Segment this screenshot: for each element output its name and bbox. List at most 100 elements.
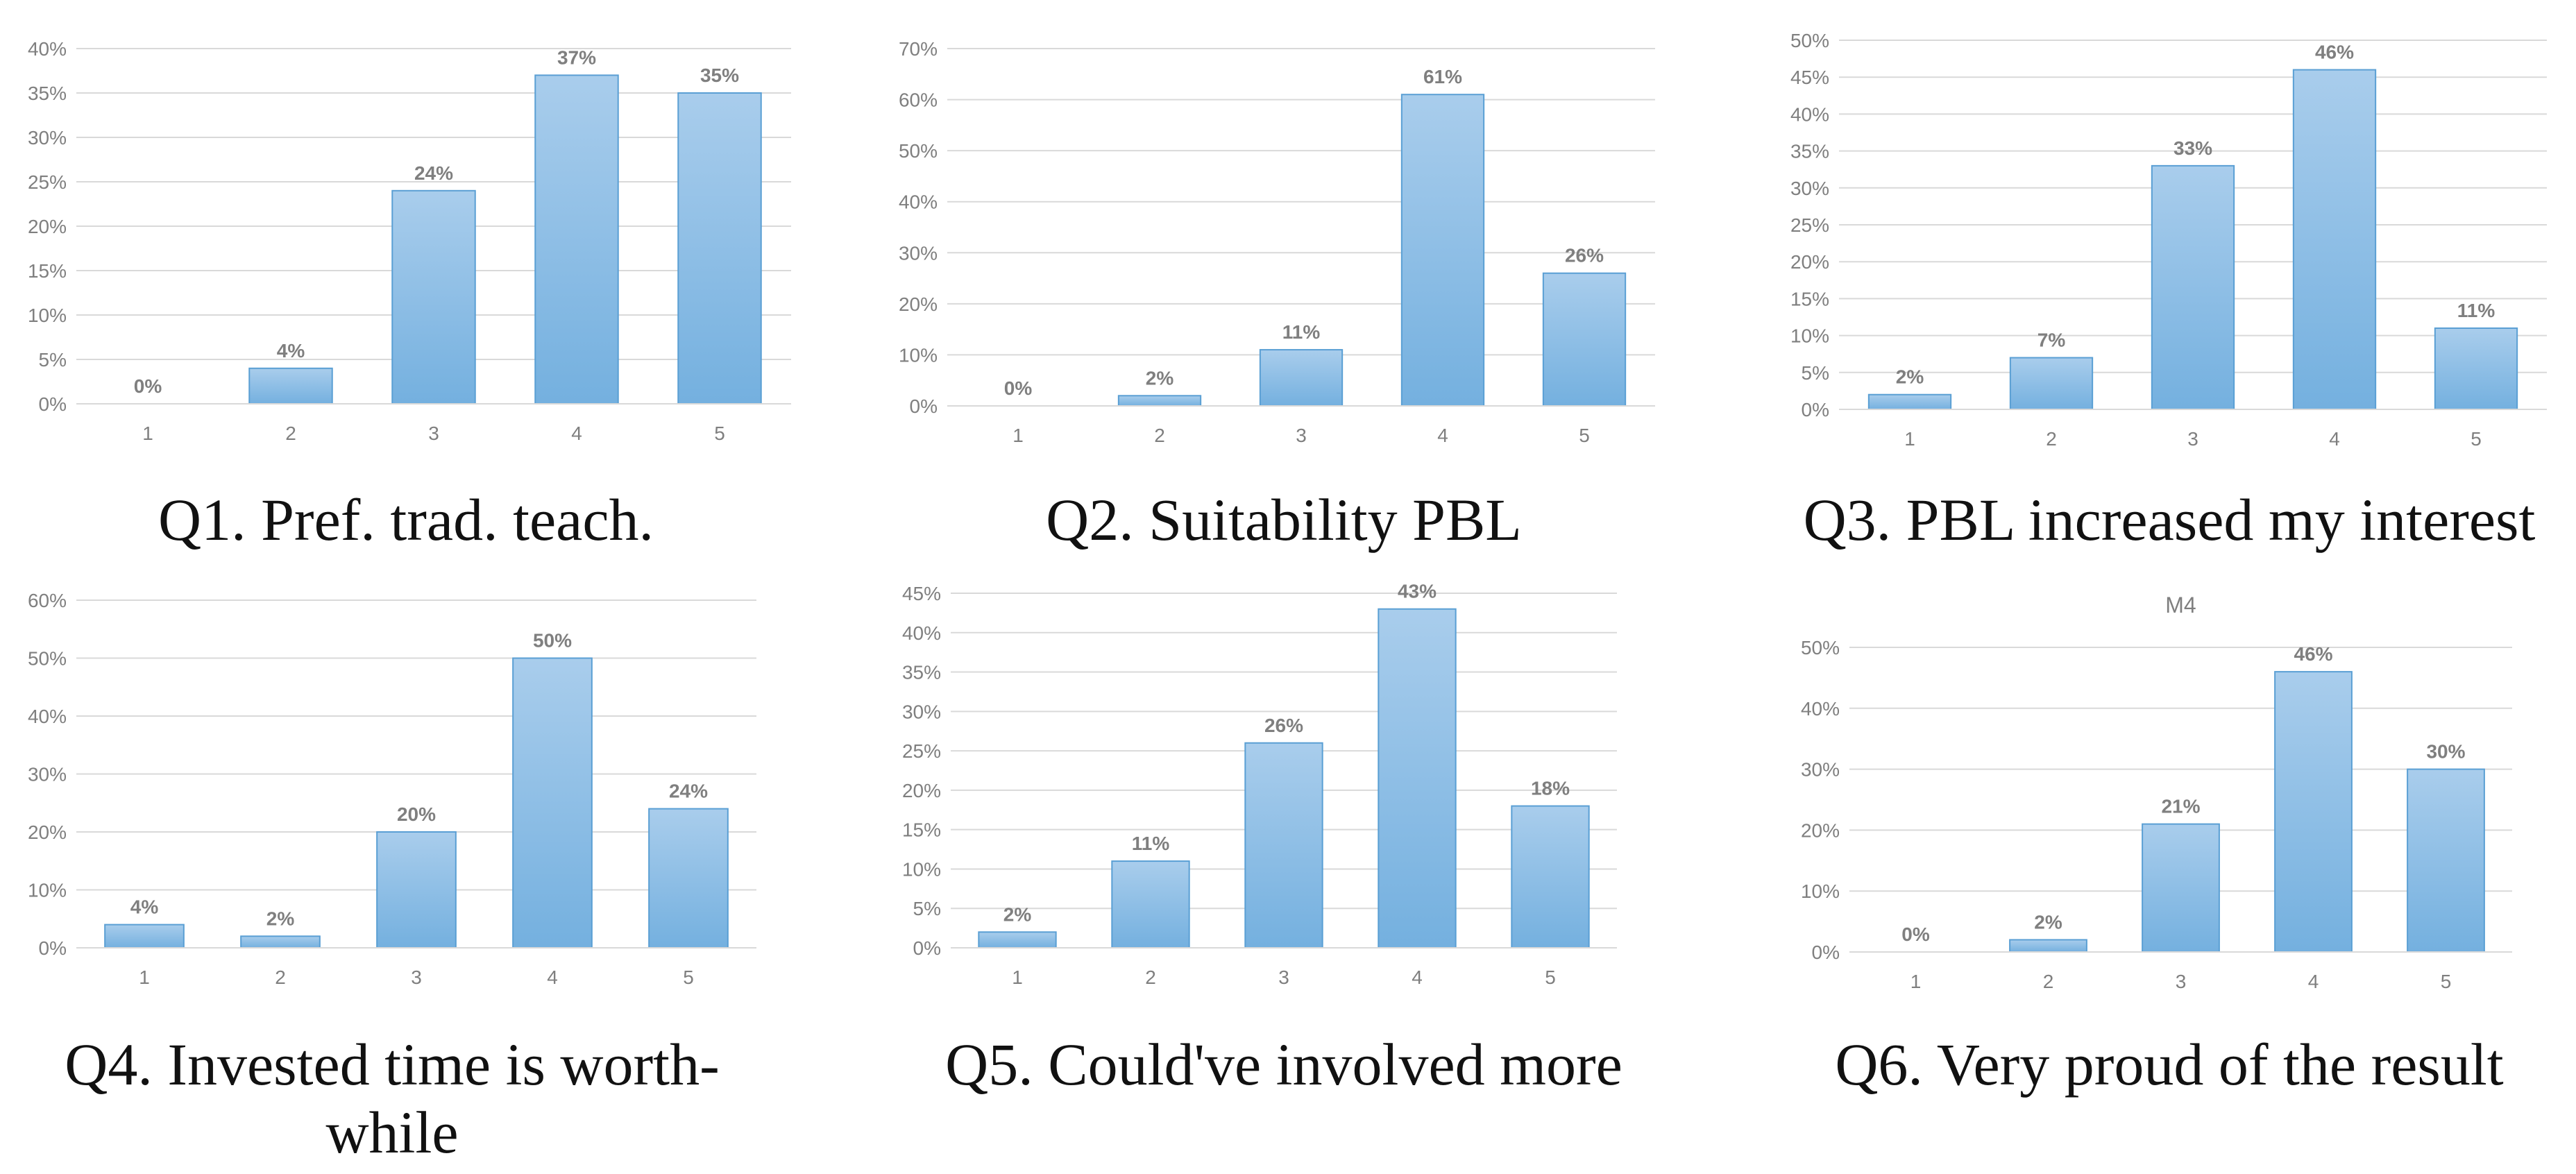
bar-4 [2292,69,2377,410]
x-tick-label: 2 [1145,967,1156,988]
y-tick-label: 50% [899,140,938,162]
x-tick-label: 4 [571,423,582,444]
data-label-1: 0% [134,375,162,397]
y-tick-label: 5% [913,898,941,919]
x-tick-label: 2 [2046,428,2057,450]
bar-3 [1259,349,1344,407]
x-tick-label: 4 [1437,425,1448,446]
x-tick-label: 3 [1278,967,1289,988]
x-tick-label: 1 [1012,425,1024,446]
data-label-5: 35% [700,65,739,86]
data-label-5: 30% [2426,741,2465,763]
x-tick-label: 5 [1545,967,1556,988]
data-label-5: 26% [1565,245,1604,266]
x-tick-label: 5 [683,967,694,988]
y-tick-label: 50% [28,648,67,670]
bar-3 [1244,742,1323,948]
x-tick-label: 2 [285,423,296,444]
bar-1 [978,931,1057,948]
y-tick-label: 60% [899,90,938,111]
bar-1 [1867,393,1952,410]
y-tick-label: 30% [1801,759,1840,781]
y-tick-label: 5% [1802,362,1829,384]
x-tick-label: 2 [275,967,286,988]
data-label-3: 26% [1264,715,1303,736]
y-tick-label: 60% [28,590,67,611]
y-tick-label: 40% [1801,698,1840,720]
y-tick-label: 45% [902,583,941,604]
chart-q5-caption: Q5. Could've involved more [945,1031,1622,1098]
x-tick-label: 3 [428,423,439,444]
y-tick-label: 40% [899,192,938,213]
y-tick-label: 10% [902,858,941,880]
chart-q6-caption: Q6. Very proud of the result [1835,1031,2504,1098]
data-label-2: 11% [1132,833,1170,854]
x-tick-label: 5 [2471,428,2482,450]
x-tick-label: 3 [2187,428,2198,450]
x-tick-label: 3 [1296,425,1307,446]
bar-2 [240,935,321,948]
y-tick-label: 20% [28,216,67,237]
bar-5 [2407,768,2485,953]
y-tick-label: 25% [1790,214,1829,236]
bar-3 [391,189,476,405]
x-tick-label: 5 [2441,971,2452,992]
x-tick-label: 5 [714,423,725,444]
bar-5 [1511,805,1590,948]
x-tick-label: 3 [2176,971,2187,992]
bar-5 [677,92,762,405]
data-label-1: 2% [1896,366,1924,388]
chart-q6-plot: M4 0% 10% 20% 30% 40% 50% 0% 1 2% 2 21% 3 46% 4 30% 5 [1801,593,2512,992]
y-tick-label: 20% [899,294,938,315]
chart-q2-plot: 0% 10% 20% 30% 40% 50% 60% 70% 0% 1 2% 2 11% 3 61% 4 26%… [899,38,1655,446]
data-label-2: 2% [2034,911,2062,933]
y-tick-label: 40% [28,38,67,60]
chart-q6: M4 0% 10% 20% 30% 40% 50% 0% 1 2% 2 21% 3 46% 4 30% 5 Q6… [1763,569,2576,1174]
bar-2 [1111,860,1190,949]
y-tick-label: 0% [39,393,67,415]
y-tick-label: 10% [28,880,67,901]
data-label-1: 2% [1003,903,1032,925]
chart-q2-caption: Q2. Suitability PBL [1046,486,1522,553]
y-tick-label: 0% [913,937,941,959]
bar-3 [2142,823,2220,953]
bar-2 [1117,395,1202,407]
y-tick-label: 10% [1801,880,1840,902]
bar-5 [648,808,729,948]
data-label-1: 0% [1004,377,1033,399]
y-tick-label: 10% [899,344,938,366]
bar-2 [2009,357,2094,411]
chart-q4-caption: Q4. Invested time is worth-while [65,1031,720,1166]
bar-4 [534,74,619,405]
chart-q1-plot: 0% 5% 10% 15% 20% 25% 30% 35% 40% 0% 1 4% 2 24% 3 37% 4 3… [28,38,791,444]
chart-title: M4 [2165,593,2196,618]
data-label-4: 46% [2294,643,2332,665]
x-tick-label: 4 [547,967,558,988]
x-tick-label: 1 [1012,967,1023,988]
data-label-1: 0% [1901,924,1930,945]
chart-q2: 0% 10% 20% 30% 40% 50% 60% 70% 0% 1 2% 2 11% 3 61% 4 26%… [861,0,1707,555]
data-label-4: 61% [1423,66,1462,87]
y-tick-label: 20% [902,780,941,801]
data-label-3: 33% [2174,137,2212,159]
y-tick-label: 50% [1801,637,1840,658]
bar-3 [2151,164,2235,410]
y-tick-label: 30% [28,127,67,148]
data-label-3: 21% [2161,796,2200,817]
y-tick-label: 10% [28,305,67,326]
y-tick-label: 50% [1790,30,1829,51]
y-tick-label: 40% [1790,103,1829,125]
chart-q3: 0% 5% 10% 15% 20% 25% 30% 35% 40% 45% 50% 2% 1 7% 2 33%… [1763,0,2576,555]
chart-q4: 0% 10% 20% 30% 40% 50% 60% 4% 1 2% 2 20% 3 50% 4 24% 5 Q… [0,569,812,1174]
y-tick-label: 45% [1790,67,1829,88]
y-tick-label: 20% [1790,251,1829,273]
data-label-4: 50% [533,630,572,652]
bar-1 [104,924,185,948]
y-tick-label: 35% [902,662,941,683]
data-label-2: 7% [2037,330,2066,351]
y-tick-label: 40% [902,622,941,644]
y-tick-label: 5% [39,349,67,371]
data-label-5: 11% [2457,300,2496,321]
x-tick-label: 1 [139,967,150,988]
y-tick-label: 30% [902,701,941,722]
